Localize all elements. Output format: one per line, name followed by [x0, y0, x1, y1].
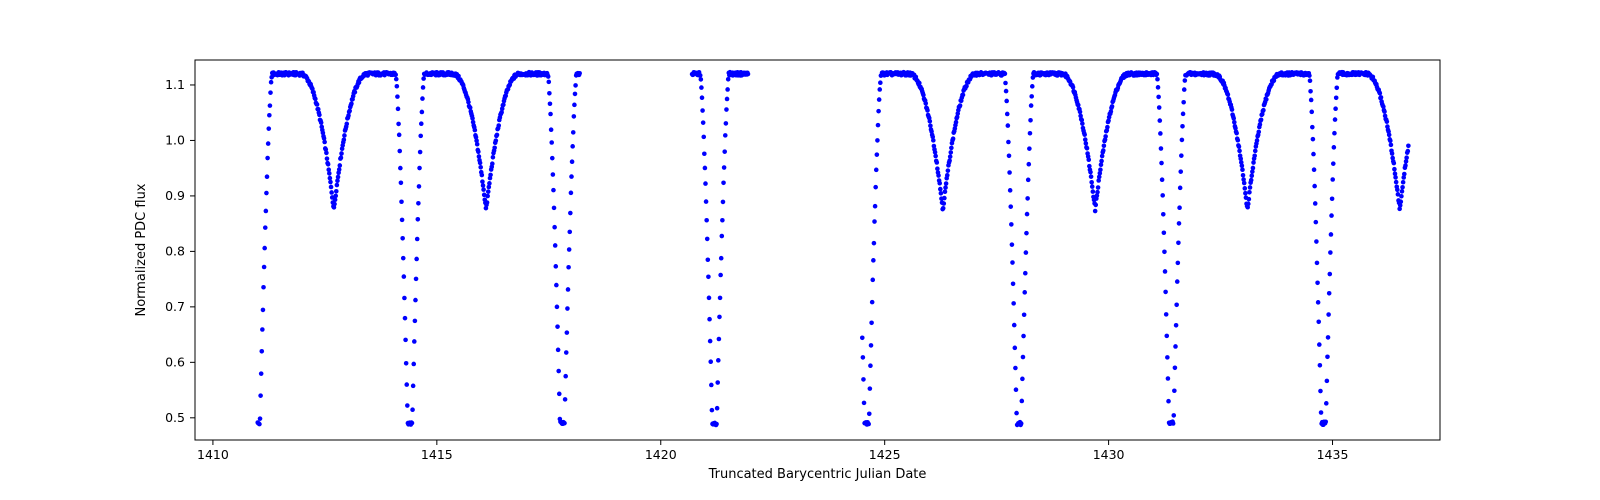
- x-tick-label: 1410: [197, 447, 229, 462]
- y-tick-label: 1.0: [165, 132, 185, 147]
- y-tick-label: 1.1: [165, 77, 185, 92]
- x-tick-label: 1420: [645, 447, 677, 462]
- x-tick-label: 1415: [421, 447, 453, 462]
- y-tick-label: 0.9: [165, 188, 185, 203]
- y-tick-label: 0.8: [165, 243, 185, 258]
- y-tick-label: 0.5: [165, 410, 185, 425]
- y-tick-label: 0.6: [165, 354, 185, 369]
- chart-svg: 1410 1415 1420 1425 1430 1435 0.5 0.6 0.7 0.8 0.9 1…: [0, 0, 1600, 500]
- x-tick-label: 1425: [869, 447, 901, 462]
- y-axis-label: Normalized PDC flux: [134, 183, 149, 316]
- y-tick-label: 0.7: [165, 299, 185, 314]
- lightcurve-chart: 1410 1415 1420 1425 1430 1435 0.5 0.6 0.7 0.8 0.9 1…: [0, 0, 1600, 500]
- x-tick-label: 1430: [1093, 447, 1125, 462]
- x-tick-label: 1435: [1317, 447, 1349, 462]
- x-axis-label: Truncated Barycentric Julian Date: [708, 467, 927, 482]
